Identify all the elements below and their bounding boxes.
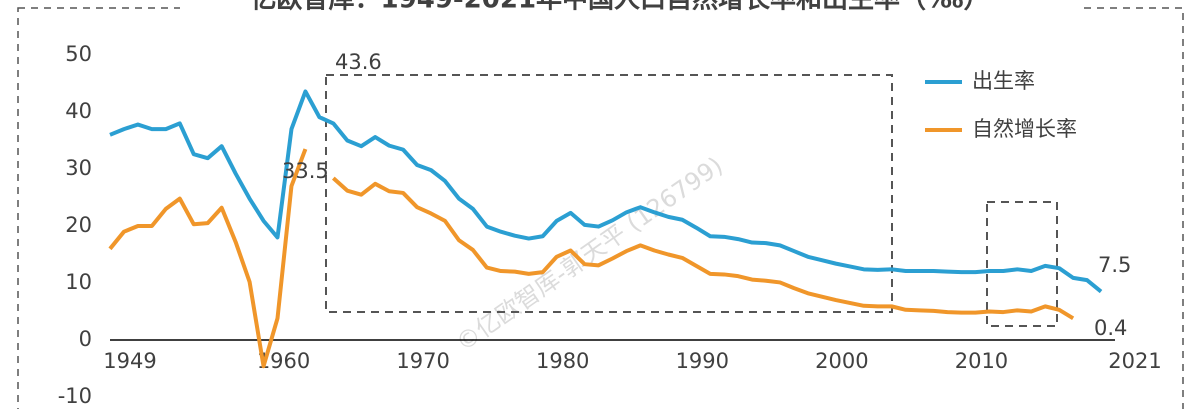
- x-tick-label: 1949: [103, 349, 156, 373]
- y-tick-label: 20: [65, 213, 92, 237]
- highlight-box: [325, 74, 893, 313]
- x-tick-label: 2021: [1108, 349, 1161, 373]
- annotation: 0.4: [1094, 316, 1127, 340]
- y-tick-label: -10: [58, 384, 92, 408]
- title-bg: [180, 0, 1080, 20]
- legend-label: 自然增长率: [972, 117, 1077, 141]
- y-tick-label: 10: [65, 270, 92, 294]
- y-tick-label: 30: [65, 156, 92, 180]
- legend-label: 出生率: [972, 69, 1035, 93]
- series-line: [109, 89, 1103, 294]
- x-tick-label: 2000: [815, 349, 868, 373]
- x-tick-label: 1990: [676, 349, 729, 373]
- x-tick-label: 1980: [536, 349, 589, 373]
- annotation: 43.6: [335, 50, 382, 74]
- y-tick-label: 0: [79, 327, 92, 351]
- frame: [17, 7, 1184, 413]
- chart-title: 亿欧智库：1949-2021年中国人口自然增长率和出生率（‰）: [251, 0, 990, 15]
- y-tick-label: 50: [65, 42, 92, 66]
- x-tick-label: 2010: [955, 349, 1008, 373]
- highlight-box: [986, 201, 1058, 327]
- watermark: ©亿欧智库-郭天平 (126799): [451, 151, 728, 357]
- y-tick-label: 40: [65, 99, 92, 123]
- annotation: 7.5: [1098, 253, 1131, 277]
- annotation: 33.5: [282, 159, 329, 183]
- series-line: [108, 148, 1075, 369]
- x-tick-label: 1970: [396, 349, 449, 373]
